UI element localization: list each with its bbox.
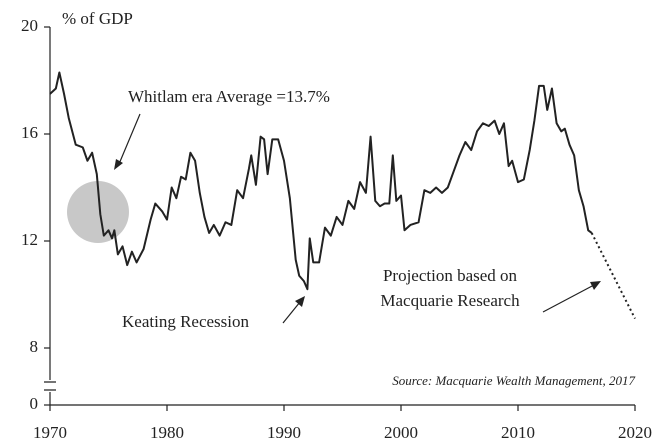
series-line bbox=[590, 232, 636, 320]
x-tick-label: 2020 bbox=[618, 423, 652, 442]
y-tick-label: 8 bbox=[30, 337, 39, 356]
annotation: Macquarie Research bbox=[380, 291, 520, 310]
x-tick-label: 2000 bbox=[384, 423, 418, 442]
source: Source: Macquarie Wealth Management, 201… bbox=[392, 373, 635, 388]
arrow bbox=[118, 113, 141, 165]
x-tick-label: 1980 bbox=[150, 423, 184, 442]
arrow-head bbox=[590, 281, 601, 290]
x-tick-label: 1970 bbox=[33, 423, 67, 442]
series-line bbox=[49, 71, 593, 291]
y-tick-label: 16 bbox=[21, 123, 38, 142]
arrow bbox=[542, 284, 595, 313]
annotation: Projection based on bbox=[383, 266, 518, 285]
y-tick-label: 20 bbox=[21, 16, 38, 35]
y-tick-label: 0 bbox=[30, 394, 39, 413]
y-tick-label: 12 bbox=[21, 230, 38, 249]
arrow-head bbox=[114, 159, 123, 170]
annotation: Whitlam era Average =13.7% bbox=[128, 87, 330, 106]
arrow bbox=[282, 301, 301, 324]
x-tick-label: 1990 bbox=[267, 423, 301, 442]
y-axis-label: % of GDP bbox=[62, 9, 133, 28]
annotation: Keating Recession bbox=[122, 312, 249, 331]
axis-break bbox=[44, 381, 56, 391]
whitlam-circle bbox=[67, 181, 129, 243]
arrow-head bbox=[295, 296, 305, 307]
x-tick-label: 2010 bbox=[501, 423, 535, 442]
